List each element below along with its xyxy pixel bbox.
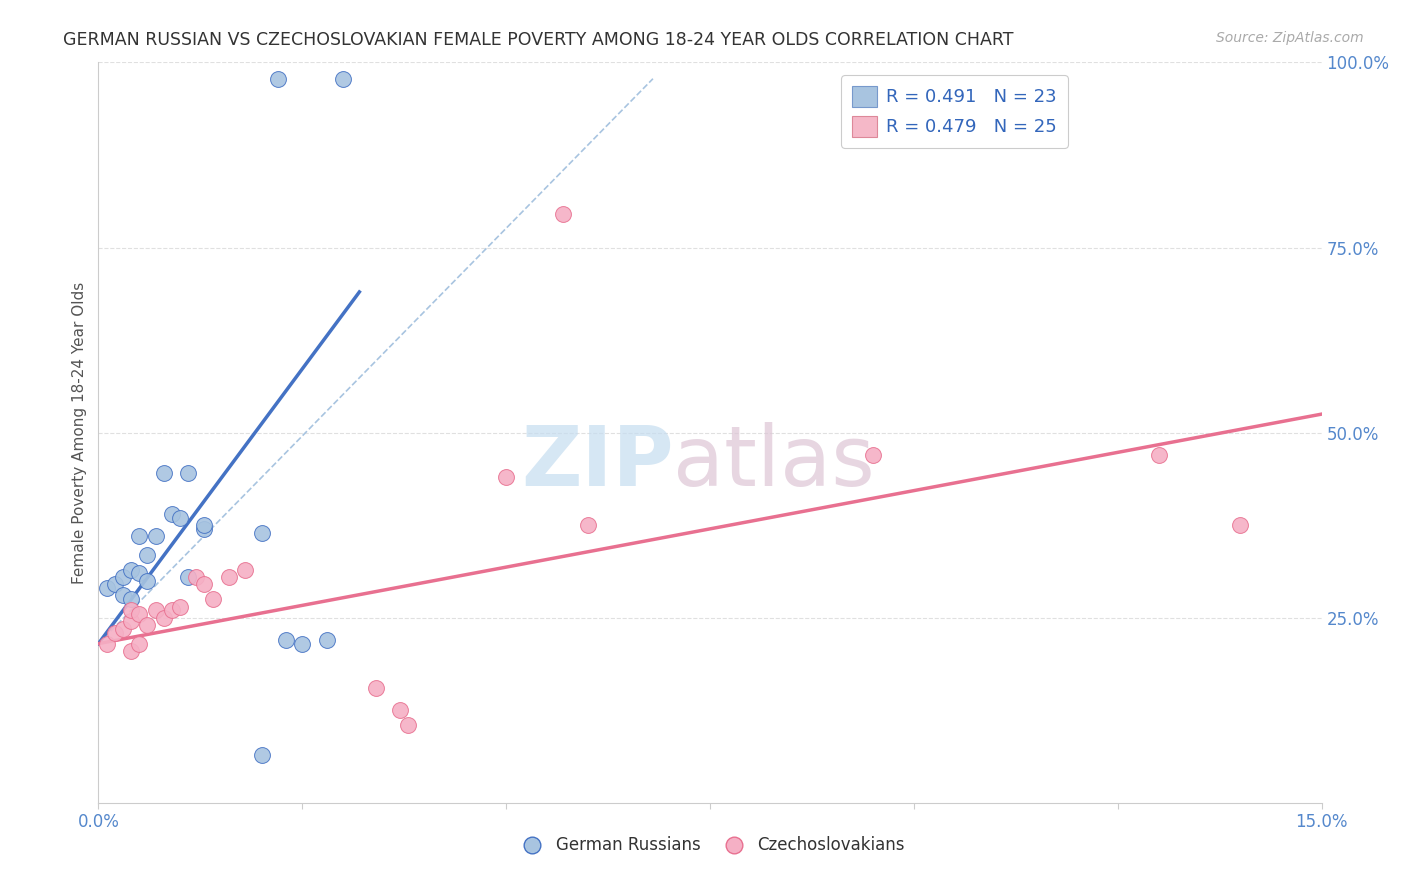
- Point: [111, 589, 134, 603]
- Point: [396, 718, 419, 732]
- Point: [1229, 518, 1251, 533]
- Point: [193, 577, 215, 591]
- Point: [160, 507, 183, 521]
- Text: GERMAN RUSSIAN VS CZECHOSLOVAKIAN FEMALE POVERTY AMONG 18-24 YEAR OLDS CORRELATI: GERMAN RUSSIAN VS CZECHOSLOVAKIAN FEMALE…: [63, 31, 1014, 49]
- Point: [250, 747, 273, 762]
- Point: [152, 467, 174, 481]
- Point: [274, 632, 297, 647]
- Point: [111, 622, 134, 636]
- Point: [364, 681, 387, 695]
- Point: [104, 625, 127, 640]
- Point: [104, 577, 127, 591]
- Point: [315, 632, 337, 647]
- Point: [136, 548, 159, 562]
- Point: [233, 563, 256, 577]
- Point: [120, 592, 142, 607]
- Point: [128, 607, 150, 621]
- Text: ZIP: ZIP: [520, 422, 673, 503]
- Point: [193, 522, 215, 536]
- Point: [862, 448, 884, 462]
- Point: [120, 644, 142, 658]
- Point: [120, 603, 142, 617]
- Point: [96, 637, 118, 651]
- Point: [145, 529, 167, 543]
- Point: [291, 637, 314, 651]
- Point: [177, 467, 200, 481]
- Y-axis label: Female Poverty Among 18-24 Year Olds: Female Poverty Among 18-24 Year Olds: [72, 282, 87, 583]
- Point: [267, 71, 290, 86]
- Point: [120, 563, 142, 577]
- Point: [495, 470, 517, 484]
- Point: [201, 592, 224, 607]
- Point: [250, 525, 273, 540]
- Point: [128, 637, 150, 651]
- Point: [177, 570, 200, 584]
- Point: [111, 570, 134, 584]
- Point: [128, 566, 150, 581]
- Point: [576, 518, 599, 533]
- Point: [96, 581, 118, 595]
- Point: [152, 610, 174, 624]
- Point: [186, 570, 208, 584]
- Point: [389, 703, 412, 717]
- Point: [553, 207, 575, 221]
- Point: [120, 615, 142, 629]
- Point: [145, 603, 167, 617]
- Text: atlas: atlas: [673, 422, 875, 503]
- Point: [193, 518, 215, 533]
- Point: [169, 510, 191, 524]
- Legend: German Russians, Czechoslovakians: German Russians, Czechoslovakians: [509, 830, 911, 861]
- Point: [160, 603, 183, 617]
- Point: [169, 599, 191, 614]
- Point: [1147, 448, 1170, 462]
- Point: [332, 71, 354, 86]
- Point: [136, 618, 159, 632]
- Text: Source: ZipAtlas.com: Source: ZipAtlas.com: [1216, 31, 1364, 45]
- Point: [128, 529, 150, 543]
- Point: [136, 574, 159, 588]
- Point: [218, 570, 240, 584]
